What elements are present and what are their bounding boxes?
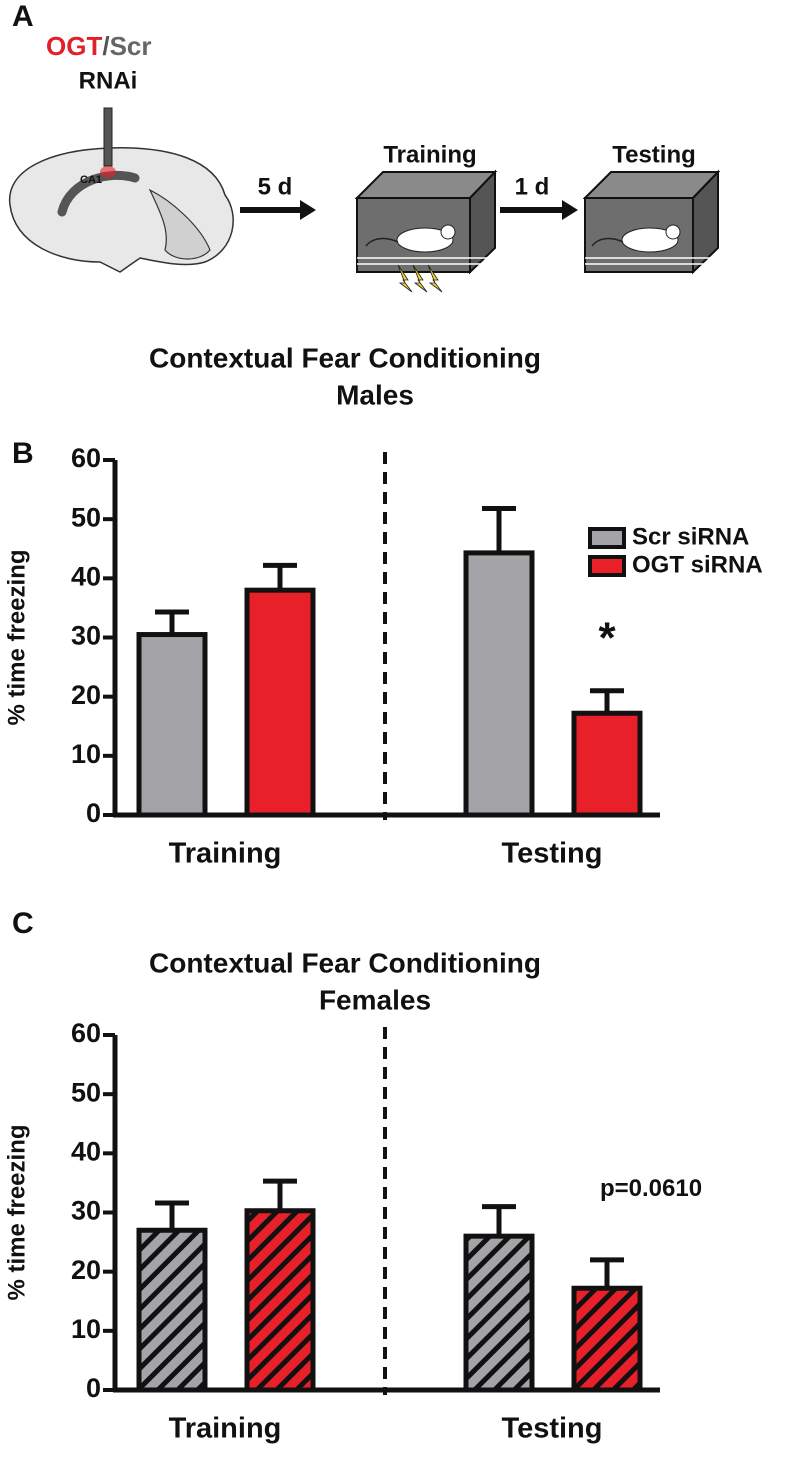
y-axis-label: % time freezing <box>3 549 30 725</box>
delay-label: 1 d <box>515 173 550 200</box>
bar <box>244 587 316 818</box>
annotation: p=0.0610 <box>600 1175 702 1202</box>
bar <box>463 1233 535 1393</box>
arrowhead <box>300 200 316 220</box>
rnai-title: OGT/Scr <box>46 31 152 61</box>
chart-subtitle: Males <box>336 379 414 410</box>
y-tick-label: 40 <box>71 561 101 591</box>
region-label: CA1 <box>80 174 102 186</box>
y-tick-label: 0 <box>86 798 101 828</box>
annotation: * <box>598 613 616 662</box>
y-tick-label: 20 <box>71 1255 101 1285</box>
stage-label: Training <box>383 141 476 168</box>
legend-label: Scr siRNA <box>632 523 749 550</box>
injection-site <box>100 166 116 178</box>
y-axis-label: % time freezing <box>3 1124 30 1300</box>
chart-subtitle: Females <box>319 984 431 1015</box>
chamber <box>582 169 721 275</box>
chamber <box>354 169 498 293</box>
y-tick-label: 30 <box>71 621 101 651</box>
stage-label: Testing <box>612 141 696 168</box>
panel-letter: A <box>12 0 34 33</box>
y-tick-label: 40 <box>71 1136 101 1166</box>
x-tick-label: Training <box>169 1413 282 1445</box>
panel-letter: C <box>12 907 34 940</box>
y-tick-label: 30 <box>71 1196 101 1226</box>
y-tick-label: 0 <box>86 1373 101 1403</box>
y-tick-label: 50 <box>71 1077 101 1107</box>
cannula <box>103 107 113 167</box>
panel-a: A OGT/Scr RNAi CA1 5 d Training 1 d <box>8 0 721 293</box>
y-tick-label: 50 <box>71 502 101 532</box>
bar <box>571 1285 643 1393</box>
rnai-separator: / <box>102 31 109 61</box>
x-tick-label: Testing <box>502 838 603 870</box>
panel-letter: B <box>12 437 34 470</box>
x-tick-label: Testing <box>502 1413 603 1445</box>
legend-swatch <box>588 527 626 549</box>
rnai-label: RNAi <box>79 67 138 94</box>
bar <box>571 710 643 818</box>
legend-label: OGT siRNA <box>632 551 763 578</box>
y-tick-label: 60 <box>71 1018 101 1048</box>
arrowhead <box>562 200 578 220</box>
legend-swatch <box>588 555 626 577</box>
chart-title: Contextual Fear Conditioning <box>149 342 541 373</box>
rnai-target: OGT <box>46 31 102 61</box>
chart-title: Contextual Fear Conditioning <box>149 947 541 978</box>
bar <box>136 1227 208 1393</box>
bar <box>463 550 535 818</box>
y-tick-label: 60 <box>71 443 101 473</box>
y-tick-label: 10 <box>71 739 101 769</box>
hippocampus <box>57 170 140 217</box>
delay-label: 5 d <box>258 173 293 200</box>
y-tick-label: 20 <box>71 680 101 710</box>
x-tick-label: Training <box>169 838 282 870</box>
cerebellum <box>148 188 211 260</box>
rnai-control: Scr <box>110 31 152 61</box>
bar <box>136 632 208 818</box>
y-tick-label: 10 <box>71 1314 101 1344</box>
bar <box>244 1208 316 1393</box>
